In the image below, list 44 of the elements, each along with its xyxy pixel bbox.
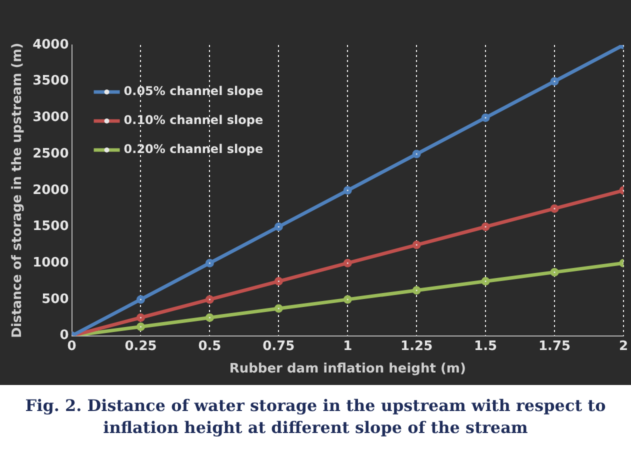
- x-tick-label: 0.75: [262, 338, 295, 354]
- point: [205, 295, 214, 304]
- y-tick-label: 2000: [32, 182, 69, 198]
- point: [550, 268, 559, 276]
- point: [274, 304, 283, 313]
- x-axis-title: Rubber dam inflation height (m): [229, 362, 466, 377]
- point: [412, 240, 421, 250]
- y-tick-label: 2500: [32, 146, 69, 162]
- y-axis-title: Distance of storage in the upstream (m): [10, 42, 26, 338]
- legend-label: 0.05% channel slope: [124, 84, 264, 98]
- y-tick-label: 1500: [32, 219, 69, 234]
- point: [343, 186, 352, 195]
- y-tick-label: 1000: [32, 255, 69, 270]
- point: [481, 222, 490, 231]
- x-tick-label: 1.5: [474, 338, 498, 354]
- x-tick-label: 1.25: [400, 338, 433, 354]
- point: [412, 286, 421, 295]
- point: [136, 295, 145, 304]
- point: [481, 277, 490, 286]
- x-tick-label: 0.5: [198, 338, 222, 354]
- point: [343, 295, 352, 304]
- y-tick-label: 0: [60, 328, 69, 344]
- y-tick-label: 500: [42, 292, 69, 307]
- point: [481, 113, 490, 122]
- legend-label: 0.20% channel slope: [124, 142, 264, 156]
- point: [205, 258, 214, 268]
- text: Fig. 2. Distance of water storage in the upstream with respect to inflation height at different slope of the stream: [24, 395, 607, 439]
- y-tick-label: 3000: [32, 110, 69, 126]
- point: [136, 313, 145, 322]
- point: [136, 322, 145, 331]
- point: [343, 258, 352, 268]
- point: [550, 77, 559, 86]
- x-tick-label: 1.75: [538, 338, 571, 354]
- y-tick-label: 3500: [32, 74, 69, 89]
- point: [205, 313, 214, 322]
- legend-label: 0.10% channel slope: [124, 113, 264, 128]
- y-tick-label: 4000: [32, 37, 69, 52]
- point: [550, 204, 559, 213]
- x-tick-label: 1: [343, 338, 352, 354]
- x-tick-label: 2: [618, 338, 628, 354]
- point: [412, 150, 421, 158]
- x-tick-label: 0.25: [124, 338, 157, 354]
- point: [274, 222, 283, 231]
- point: [274, 277, 283, 286]
